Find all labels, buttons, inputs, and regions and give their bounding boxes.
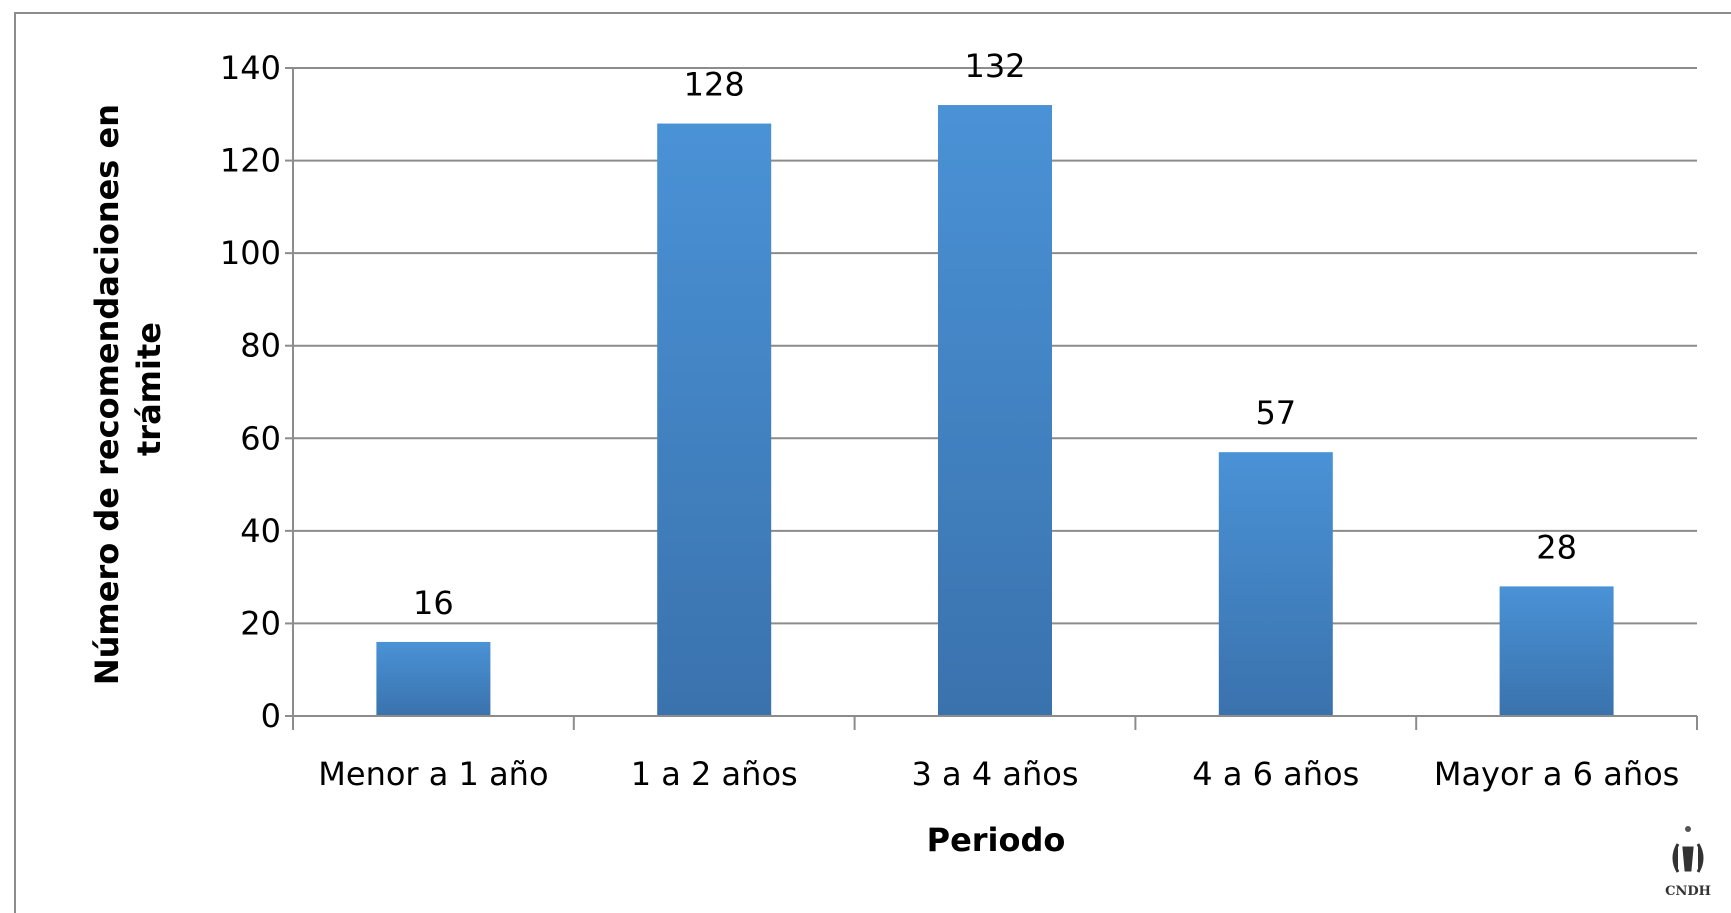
bar [657,123,772,717]
x-tick-label: 1 a 2 años [631,755,798,793]
logo-emblem-icon [1672,843,1704,873]
bar [1218,452,1333,716]
y-tick-label: 120 [220,142,281,180]
y-axis-title-line1: Número de recomendaciones en [88,104,126,685]
y-tick-labels: 0 20 40 60 80 100 120 140 [220,49,281,735]
chart-frame [14,12,1731,913]
bar [938,105,1052,717]
x-tick-label: 3 a 4 años [912,755,1079,793]
bar [376,641,491,716]
data-labels: 16 128 132 57 28 [413,47,1577,622]
y-axis-title-line2: trámite [130,322,168,456]
data-label: 128 [684,66,745,104]
y-axis-title: Número de recomendaciones en trámite [88,93,168,685]
x-tick-label: Menor a 1 año [318,755,548,793]
x-tick-label: 4 a 6 años [1192,755,1359,793]
x-tick-labels: Menor a 1 año 1 a 2 años 3 a 4 años 4 a 6 a… [318,755,1679,793]
y-tick-label: 80 [240,327,281,365]
cndh-logo: CNDH [1665,826,1711,899]
data-label: 16 [413,584,454,622]
x-axis-title: Periodo [927,821,1066,859]
axes [292,68,1698,730]
x-tick-label: Mayor a 6 años [1434,755,1680,793]
logo-text: CNDH [1665,884,1711,899]
bar [1499,586,1614,716]
y-tick-label: 60 [240,419,281,457]
y-tick-label: 0 [261,697,281,735]
data-label: 132 [964,47,1025,85]
logo-star-icon [1685,826,1691,832]
y-tick-label: 40 [240,512,281,550]
y-tick-label: 140 [220,49,281,87]
y-tick-label: 100 [220,234,281,272]
data-label: 57 [1255,394,1296,432]
y-tick-label: 20 [240,604,281,642]
data-label: 28 [1536,528,1577,566]
bars [376,105,1614,717]
